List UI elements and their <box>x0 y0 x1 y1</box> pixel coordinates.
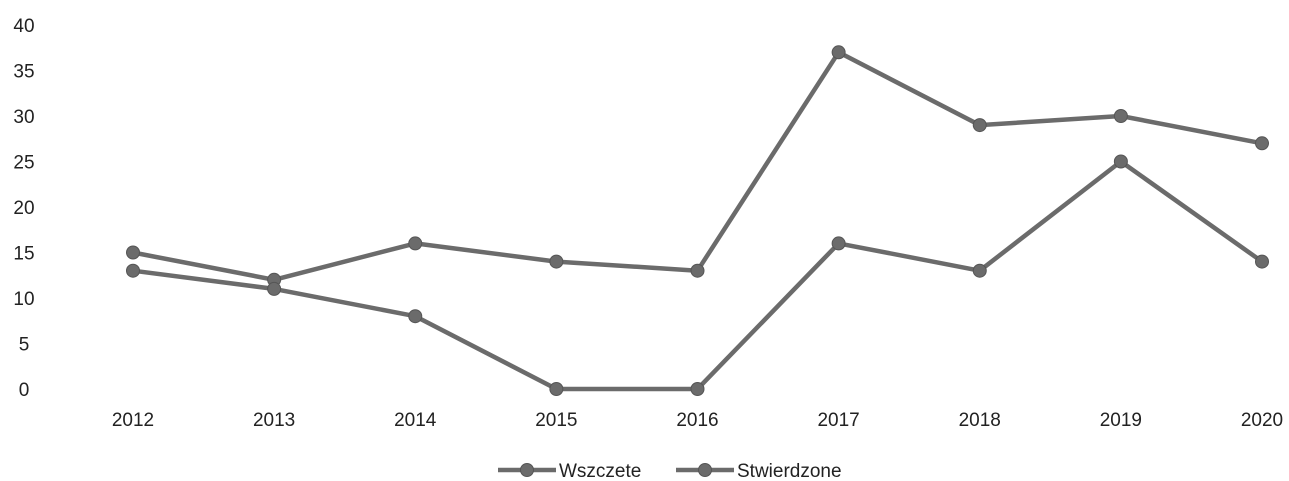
series-layer <box>126 45 1269 396</box>
data-point <box>690 263 705 278</box>
y-tick-label: 15 <box>13 244 34 265</box>
data-point <box>972 118 987 133</box>
legend-item: Wszczete <box>498 461 641 481</box>
x-tick-label: 2016 <box>676 410 718 431</box>
legend-label: Stwierdzone <box>737 461 842 481</box>
x-tick-label: 2015 <box>535 410 577 431</box>
y-tick-label: 35 <box>13 62 34 83</box>
data-point <box>1255 254 1269 269</box>
y-tick-label: 30 <box>13 107 34 128</box>
data-point <box>1113 109 1128 123</box>
data-point <box>267 281 282 296</box>
series-wszczete <box>126 45 1269 287</box>
data-point <box>126 263 140 278</box>
series-line <box>130 50 1265 283</box>
data-point <box>549 254 564 269</box>
data-point <box>690 382 705 396</box>
x-tick-label: 2013 <box>253 410 295 431</box>
series-stwierdzone <box>126 154 1269 396</box>
data-point <box>972 263 987 278</box>
data-point <box>549 382 564 396</box>
x-axis-ticks: 2012 2013 2014 2015 2016 2017 2018 2019 2020 <box>112 410 1283 431</box>
legend-swatch-marker <box>698 463 712 477</box>
x-tick-label: 2018 <box>959 410 1001 431</box>
data-point <box>408 309 423 324</box>
data-point <box>831 236 846 251</box>
data-point <box>408 236 423 251</box>
x-tick-label: 2019 <box>1100 410 1142 431</box>
y-tick-label: 20 <box>13 198 34 219</box>
y-tick-label: 5 <box>19 335 30 356</box>
legend-item: Stwierdzone <box>676 461 842 481</box>
y-tick-label: 10 <box>13 289 34 310</box>
y-tick-label: 40 <box>13 16 34 37</box>
x-tick-label: 2012 <box>112 410 154 431</box>
data-point <box>126 245 140 260</box>
legend-label: Wszczete <box>559 461 641 481</box>
legend: Wszczete Stwierdzone <box>498 461 842 481</box>
y-tick-label: 25 <box>13 153 34 174</box>
data-point <box>1113 154 1128 169</box>
x-tick-label: 2020 <box>1241 410 1283 431</box>
data-point <box>831 45 846 60</box>
x-tick-label: 2014 <box>394 410 437 431</box>
y-axis-ticks: 0 5 10 15 20 25 30 35 40 <box>13 16 34 401</box>
legend-swatch-marker <box>520 463 534 477</box>
x-tick-label: 2017 <box>817 410 859 431</box>
y-tick-label: 0 <box>19 380 30 401</box>
data-point <box>1255 136 1269 151</box>
